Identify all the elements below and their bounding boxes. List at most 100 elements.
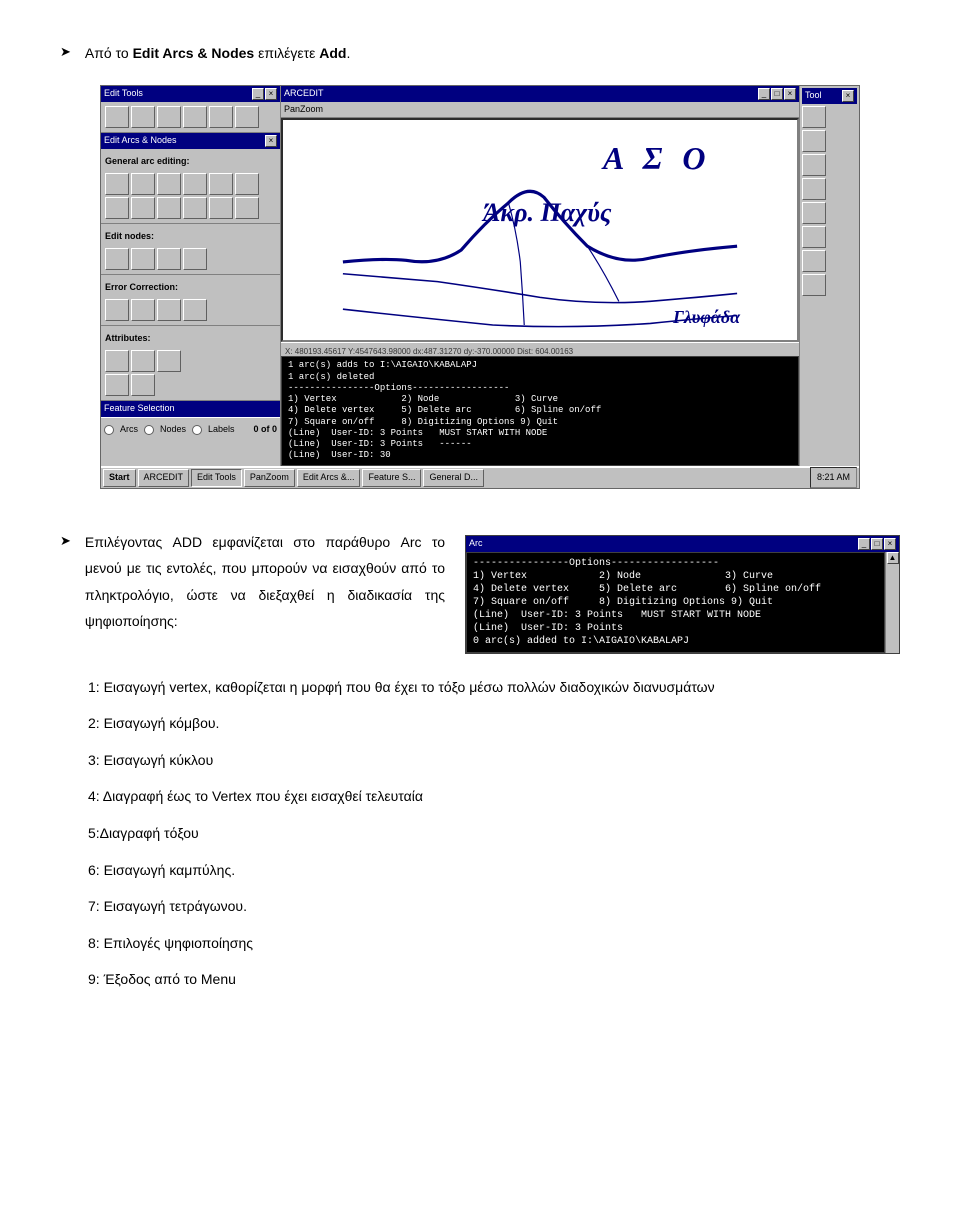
tool-button[interactable] [105,299,129,321]
tool-button[interactable] [802,250,826,272]
panzoom-title: PanZoom [284,101,323,118]
bullet-arrow-icon: ➤ [60,40,71,67]
taskbar: Start ARCEDIT Edit Tools PanZoom Edit Ar… [101,466,859,488]
tool-button[interactable] [131,350,155,372]
feature-label: Arcs [120,421,138,438]
panzoom-titlebar: PanZoom [281,102,799,118]
list-item-2: 2: Εισαγωγή κόμβου. [88,710,900,737]
intro-text: Από το Edit Arcs & Nodes επιλέγετε Add. [85,40,350,67]
list-item-3: 3: Εισαγωγή κύκλου [88,747,900,774]
close-icon[interactable]: × [842,90,854,102]
taskbar-item[interactable]: Edit Arcs &... [297,469,361,487]
status-coords: X: 480193.45617 Y:4547643.98000 dx:487.3… [281,342,799,356]
feature-count: 0 of 0 [253,421,277,438]
list-item-4: 4: Διαγραφή έως το Vertex που έχει εισαχ… [88,783,900,810]
tool-button[interactable] [105,350,129,372]
tool-button[interactable] [183,173,207,195]
taskbar-item[interactable]: General D... [423,469,484,487]
tool-button[interactable] [105,248,129,270]
taskbar-item[interactable]: Edit Tools [191,469,242,487]
close-icon[interactable]: × [884,538,896,550]
tool-button[interactable] [157,197,181,219]
tool-button[interactable] [802,130,826,152]
taskbar-item[interactable]: PanZoom [244,469,295,487]
list-item-5: 5:Διαγραφή τόξου [88,820,900,847]
panel-label-editnodes: Edit nodes: [105,228,276,245]
arc-window-title: Arc [469,535,483,552]
tool-button[interactable] [131,197,155,219]
tool-button[interactable] [802,274,826,296]
tool-button[interactable] [235,173,259,195]
right-tool-title: Tool [805,87,822,104]
maximize-icon[interactable]: □ [771,88,783,100]
left-tool-column: Edit Tools _× Edit Arcs & Nodes × Genera… [101,86,281,466]
tool-button[interactable] [157,106,181,128]
minimize-icon[interactable]: _ [858,538,870,550]
close-icon[interactable]: × [265,135,277,147]
tool-button[interactable] [131,248,155,270]
feature-label: Labels [208,421,235,438]
tool-button[interactable] [131,299,155,321]
tool-button[interactable] [802,178,826,200]
tool-button[interactable] [183,197,207,219]
tool-button[interactable] [131,106,155,128]
feature-sel-panel: Arcs Nodes Labels 0 of 0 [101,417,280,441]
taskbar-item[interactable]: Feature S... [362,469,421,487]
list-block: 1: Εισαγωγή vertex, καθορίζεται η μορφή … [88,674,900,993]
minimize-icon[interactable]: _ [252,88,264,100]
taskbar-item[interactable]: ARCEDIT [138,469,190,487]
tool-button[interactable] [157,350,181,372]
tool-button[interactable] [105,374,129,396]
close-icon[interactable]: × [265,88,277,100]
panel-label-errcorr: Error Correction: [105,279,276,296]
arc-window-titlebar: Arc _□× [466,536,899,552]
tool-button[interactable] [209,197,233,219]
tool-button[interactable] [157,173,181,195]
scrollbar[interactable]: ▲ [885,552,899,653]
para-intro: Επιλέγοντας ADD εμφανίζεται στο παράθυρο… [85,529,445,635]
tool-button[interactable] [802,106,826,128]
feature-label: Nodes [160,421,186,438]
canvas-titlebar: ARCEDIT _□× [281,86,799,102]
tool-button[interactable] [157,248,181,270]
map-canvas[interactable]: Α Σ Ο Άκρ. Παχύς Σκάλα Ραχωνίου Γλυφάδα … [281,118,799,343]
bullet-arrow-icon: ➤ [60,529,71,641]
close-icon[interactable]: × [784,88,796,100]
taskbar-clock: 8:21 AM [810,467,857,488]
start-button[interactable]: Start [103,469,136,487]
section-2: Arc _□× ----------------Options---------… [60,529,900,641]
tool-button[interactable] [183,248,207,270]
scroll-up-icon[interactable]: ▲ [887,552,899,564]
tool-button[interactable] [183,299,207,321]
edit-tools-title: Edit Tools [104,85,143,102]
arcs-nodes-title: Edit Arcs & Nodes [104,132,177,149]
tool-button[interactable] [209,173,233,195]
radio-icon[interactable] [192,425,202,435]
tool-button[interactable] [183,106,207,128]
edit-tools-titlebar: Edit Tools _× [101,86,280,102]
tool-button[interactable] [802,202,826,224]
radio-icon[interactable] [144,425,154,435]
tool-button[interactable] [105,173,129,195]
tool-button[interactable] [105,197,129,219]
tool-button[interactable] [209,106,233,128]
tool-button[interactable] [802,226,826,248]
tool-button[interactable] [131,173,155,195]
map-label-skala: Σκάλα Ραχωνίου [373,335,498,343]
list-item-7: 7: Εισαγωγή τετράγωνου. [88,893,900,920]
tool-button[interactable] [235,106,259,128]
arc-terminal: ----------------Options-----------------… [466,552,885,653]
body-paragraph: Επιλέγοντας ADD εμφανίζεται στο παράθυρο… [85,529,445,641]
right-tool-titlebar: Tool × [802,88,857,104]
tool-button[interactable] [157,299,181,321]
map-label-aso: Α Σ Ο [603,128,712,189]
list-item-1: 1: Εισαγωγή vertex, καθορίζεται η μορφή … [88,674,900,701]
radio-icon[interactable] [104,425,114,435]
maximize-icon[interactable]: □ [871,538,883,550]
tool-button[interactable] [105,106,129,128]
tool-button[interactable] [131,374,155,396]
tool-button[interactable] [235,197,259,219]
minimize-icon[interactable]: _ [758,88,770,100]
tool-button[interactable] [802,154,826,176]
arcs-nodes-titlebar: Edit Arcs & Nodes × [101,133,280,149]
